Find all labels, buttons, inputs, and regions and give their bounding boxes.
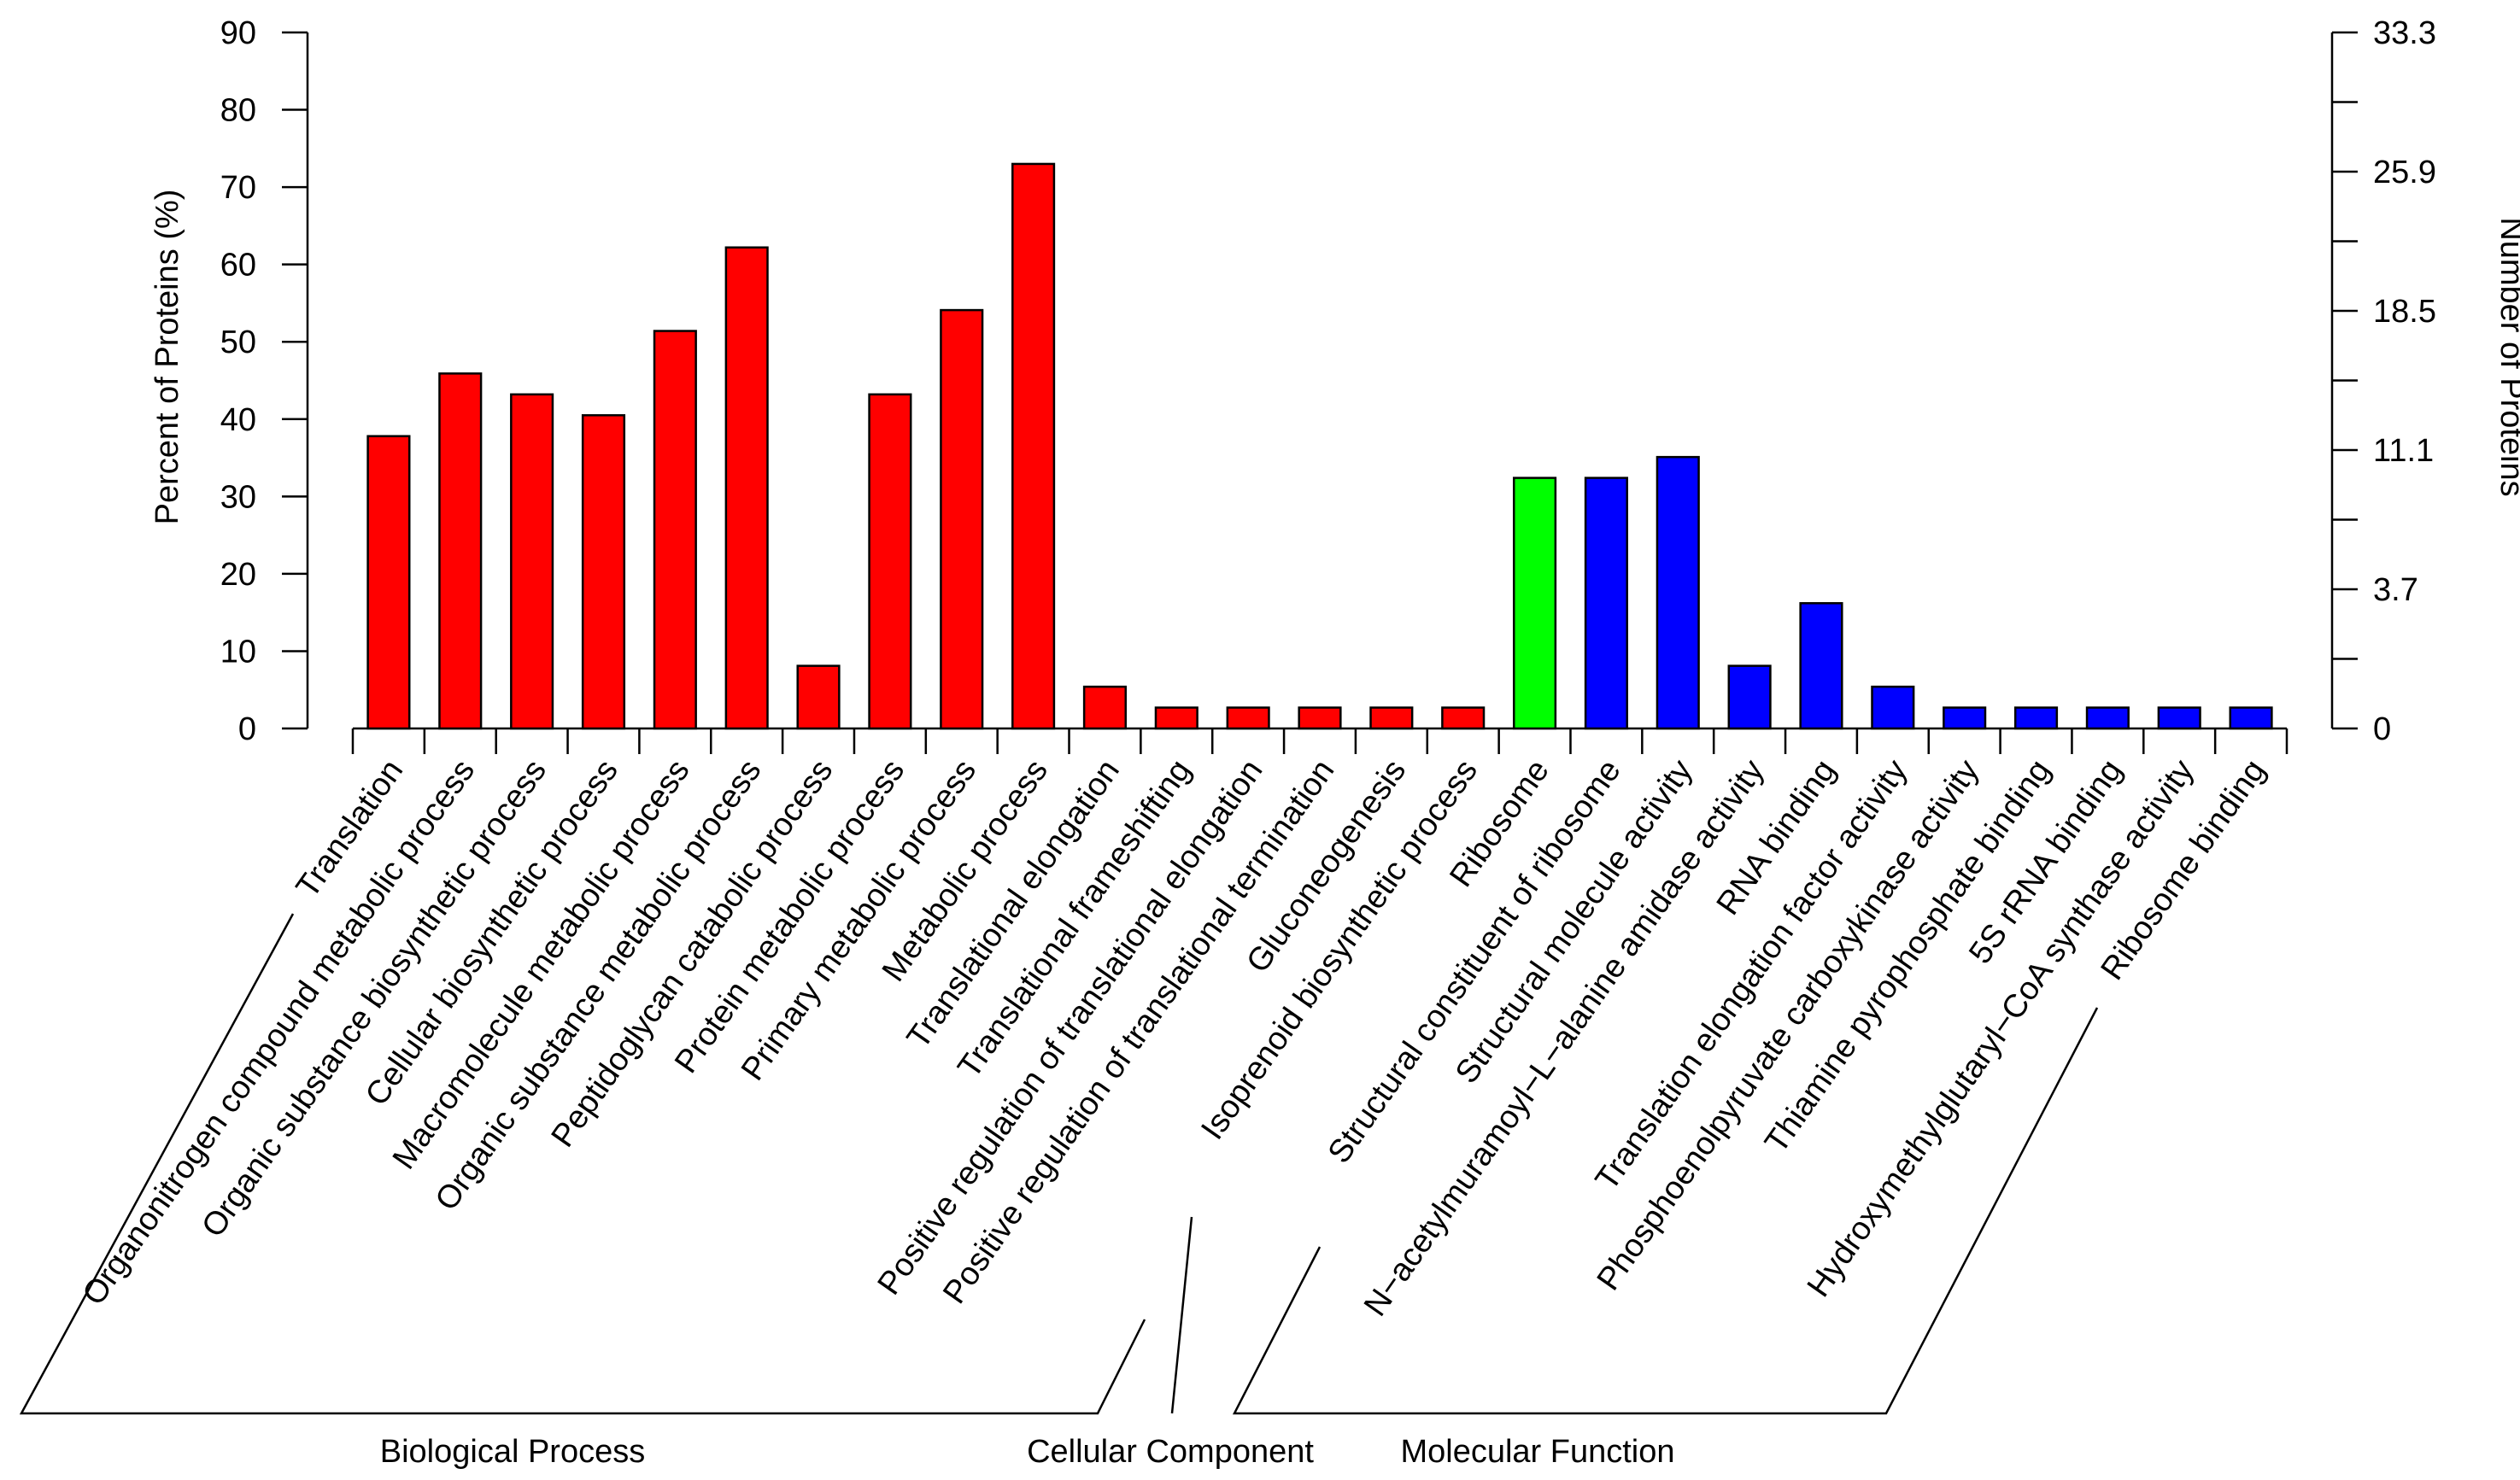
right-tick-label-8: 25.9 [2373, 155, 2436, 190]
left-y-axis: 0 10 20 30 40 50 60 70 80 90 [220, 15, 309, 747]
bar-25 [2085, 706, 2130, 730]
left-tick-label-2: 20 [220, 557, 256, 593]
right-tick-label-2: 3.7 [2373, 572, 2418, 608]
group-label-1: Biological Process [380, 1434, 645, 1470]
left-tick-label-0: 0 [238, 711, 256, 747]
y-axis-title: Percent of Proteins (%) [149, 190, 185, 525]
bar-17 [1512, 477, 1557, 730]
right-y-axis-title: Number of Proteins [2494, 217, 2520, 496]
bar-7 [796, 664, 841, 730]
bar-22 [1871, 685, 1915, 730]
bar-16 [1441, 706, 1486, 730]
left-tick-label-8: 80 [220, 93, 256, 129]
bar-26 [2157, 706, 2201, 730]
bar-21 [1799, 602, 1843, 730]
right-tick-label-4: 11.1 [2373, 433, 2434, 469]
left-tick-label-9: 90 [220, 15, 256, 51]
right-tick-label-6: 18.5 [2373, 294, 2436, 330]
left-tick-label-6: 60 [220, 248, 256, 284]
bar-1 [366, 435, 411, 730]
bar-18 [1584, 477, 1628, 730]
bar-27 [2229, 706, 2273, 730]
bar-2 [438, 372, 483, 730]
group-bracket-3 [1232, 1007, 2099, 1415]
x-axis [351, 727, 2289, 754]
bar-3 [510, 393, 554, 730]
bar-14 [1298, 706, 1342, 730]
bar-15 [1369, 706, 1414, 730]
bar-11 [1082, 685, 1128, 730]
bars [366, 162, 2273, 730]
group-label-2: Cellular Component [1027, 1434, 1314, 1470]
left-tick-label-3: 30 [220, 479, 256, 515]
bar-9 [940, 308, 984, 730]
right-tick-label-10: 33.3 [2373, 15, 2436, 51]
group-bracket-2 [1170, 1216, 1193, 1414]
bar-13 [1226, 706, 1270, 730]
right-tick-label-0: 0 [2373, 711, 2391, 747]
bar-23 [1943, 706, 1987, 730]
left-tick-label-7: 70 [220, 170, 256, 206]
group-bracket-1 [19, 913, 1146, 1415]
bar-6 [724, 246, 769, 730]
bar-5 [653, 330, 697, 730]
bar-24 [2013, 706, 2059, 730]
group-brackets: Biological Process Cellular Component Mole… [19, 913, 2099, 1470]
bar-12 [1154, 706, 1198, 730]
bar-8 [868, 393, 912, 730]
right-y-axis: 0 3.7 11.1 18.5 25.9 33.3 [2330, 15, 2436, 747]
bar-19 [1656, 455, 1700, 730]
bar-4 [581, 414, 626, 730]
bar-10 [1011, 162, 1056, 730]
left-tick-label-1: 10 [220, 634, 256, 670]
bar-20 [1727, 664, 1772, 730]
left-tick-label-4: 40 [220, 402, 256, 438]
group-label-3: Molecular Function [1400, 1434, 1674, 1470]
left-tick-label-5: 50 [220, 325, 256, 360]
